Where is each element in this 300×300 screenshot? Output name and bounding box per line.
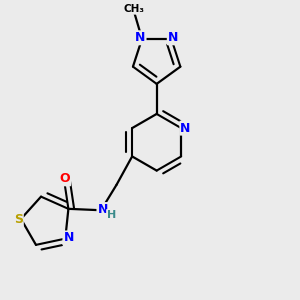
Text: N: N xyxy=(98,203,108,216)
Text: CH₃: CH₃ xyxy=(123,4,144,14)
Text: N: N xyxy=(168,31,178,44)
Text: S: S xyxy=(14,213,23,226)
Text: N: N xyxy=(180,122,191,135)
Text: H: H xyxy=(107,210,116,220)
Text: N: N xyxy=(135,31,146,44)
Text: O: O xyxy=(59,172,70,185)
Text: N: N xyxy=(63,232,74,244)
